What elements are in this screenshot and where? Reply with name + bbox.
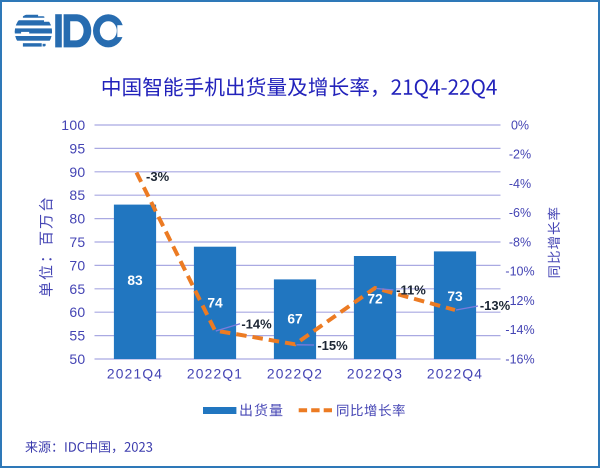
svg-text:83: 83 [127, 273, 143, 288]
svg-text:2022Q2: 2022Q2 [267, 367, 323, 382]
svg-text:-6%: -6% [509, 206, 531, 220]
svg-text:74: 74 [207, 296, 223, 311]
svg-text:65: 65 [69, 281, 85, 297]
svg-text:85: 85 [69, 187, 85, 203]
svg-text:70: 70 [69, 257, 85, 273]
svg-text:-10%: -10% [505, 265, 534, 279]
svg-text:55: 55 [69, 328, 85, 344]
svg-text:95: 95 [69, 140, 85, 156]
svg-text:2022Q4: 2022Q4 [427, 367, 483, 382]
svg-text:75: 75 [69, 234, 85, 250]
svg-text:-4%: -4% [509, 177, 531, 191]
svg-text:-8%: -8% [509, 235, 531, 249]
svg-text:2021Q4: 2021Q4 [107, 367, 163, 382]
svg-text:-16%: -16% [505, 352, 534, 366]
svg-text:-15%: -15% [317, 338, 348, 353]
svg-text:73: 73 [447, 289, 463, 304]
svg-text:67: 67 [287, 311, 303, 326]
svg-text:-14%: -14% [505, 323, 534, 337]
svg-text:0%: 0% [511, 118, 529, 132]
svg-text:-3%: -3% [146, 169, 170, 184]
svg-text:2022Q1: 2022Q1 [187, 367, 243, 382]
svg-text:-14%: -14% [241, 316, 272, 331]
svg-text:2022Q3: 2022Q3 [347, 367, 403, 382]
svg-text:90: 90 [69, 164, 85, 180]
svg-text:50: 50 [69, 351, 85, 367]
svg-text:80: 80 [69, 211, 85, 227]
svg-text:60: 60 [69, 304, 85, 320]
svg-text:-11%: -11% [396, 283, 426, 298]
svg-text:72: 72 [367, 292, 383, 307]
svg-text:100: 100 [61, 117, 85, 133]
svg-text:-13%: -13% [480, 298, 511, 313]
svg-text:-2%: -2% [509, 148, 531, 162]
